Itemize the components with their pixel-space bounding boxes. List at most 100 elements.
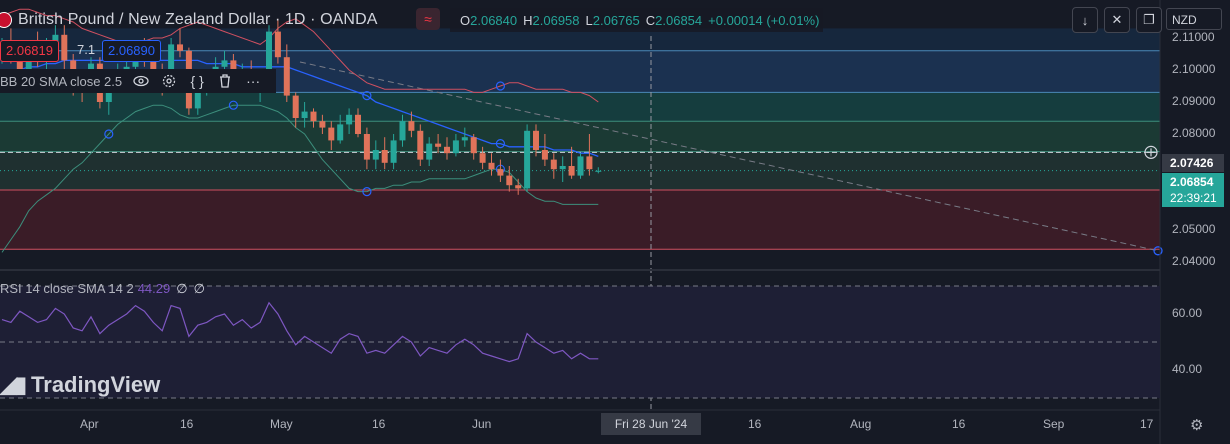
candle-body <box>515 185 522 189</box>
candle-body <box>355 114 361 134</box>
candle-body <box>524 130 531 189</box>
time-axis-label: 16 <box>180 417 194 431</box>
more-icon[interactable]: ··· <box>246 73 261 89</box>
bar-countdown: 22:39:21 <box>1170 191 1217 205</box>
bb-upper <box>1 8 599 103</box>
candle-body <box>363 134 370 160</box>
candle-body <box>150 60 157 74</box>
bb-point-marker <box>362 187 372 197</box>
rsi-na-1: ∅ <box>176 281 188 296</box>
open-value: 2.06840 <box>470 12 518 28</box>
candle-body <box>577 156 584 176</box>
candle-body <box>595 170 602 172</box>
tradingview-logo: ◢▮ TradingView <box>0 372 160 398</box>
candle-body <box>506 175 513 186</box>
candle-body <box>533 130 539 150</box>
candle-body <box>61 34 68 61</box>
candle-body <box>417 130 424 160</box>
candle-body <box>399 121 406 141</box>
candle-body <box>194 89 201 109</box>
candle-body <box>408 121 415 131</box>
currency-selector[interactable]: NZD <box>1166 8 1222 30</box>
time-axis-label: Aug <box>850 417 872 431</box>
trend-handle <box>1153 246 1163 256</box>
time-axis-label: Sep <box>1043 417 1065 431</box>
candle-body <box>221 60 228 67</box>
zone-band <box>0 121 1160 152</box>
price-axis-label: 2.04000 <box>1172 254 1216 268</box>
candle-body <box>168 44 175 86</box>
maximize-icon[interactable]: ✕ <box>1104 7 1130 33</box>
candle-body <box>105 86 112 102</box>
rsi-na-2: ∅ <box>193 281 205 296</box>
eye-icon[interactable] <box>130 71 152 91</box>
bb-point-marker <box>228 100 238 110</box>
bb-legend[interactable]: BB 20 SMA close 2.5 { } ··· <box>0 69 277 93</box>
spread-value: 7.1 <box>77 42 96 57</box>
candle-body <box>461 137 468 141</box>
candle-body <box>274 31 281 58</box>
rsi-line <box>1 301 599 363</box>
candle-body <box>310 111 317 122</box>
bb-point-marker <box>495 139 505 149</box>
signal-icon[interactable]: ≈ <box>416 8 440 30</box>
candle-body <box>568 166 575 176</box>
candle-body <box>541 150 548 160</box>
trash-icon[interactable] <box>214 71 236 91</box>
zone-band <box>0 190 1160 250</box>
candle-body <box>346 114 353 125</box>
close-value: 2.06854 <box>655 12 703 28</box>
time-axis-label: 17 <box>1140 417 1154 431</box>
candle-body <box>586 156 593 170</box>
flag-icon <box>0 12 12 28</box>
rsi-axis-label: 60.00 <box>1172 306 1203 320</box>
time-axis-label: Apr <box>80 417 99 431</box>
bb-point-marker <box>362 90 372 101</box>
time-axis-label: May <box>270 417 293 431</box>
low-value: 2.06765 <box>592 12 640 28</box>
rsi-legend[interactable]: RSI 14 close SMA 14 2 44.29 ∅ ∅ <box>0 281 205 297</box>
zone-band <box>0 28 1160 51</box>
candle-body <box>301 111 308 118</box>
candle-body <box>292 95 299 118</box>
code-icon[interactable]: { } <box>190 73 204 89</box>
add-alert-icon <box>1144 145 1158 159</box>
candle-body <box>435 143 442 147</box>
buy-button[interactable]: 2.06890 <box>102 40 161 62</box>
candle-body <box>177 44 183 51</box>
ohlc-readout: O 2.06840 H 2.06958 L 2.06765 C 2.06854 +0.0… <box>450 8 824 32</box>
candle-body <box>479 153 486 163</box>
price-axis-label: 2.09000 <box>1172 94 1216 108</box>
gear-icon[interactable]: ⚙ <box>1190 417 1204 434</box>
price-axis-label: 2.05000 <box>1172 222 1216 236</box>
candle-body <box>550 159 557 170</box>
symbol-header[interactable]: British Pound / New Zealand Dollar · 1D … <box>0 6 378 34</box>
crosshair-price-label: 2.07426 <box>1162 154 1224 172</box>
candle-body <box>390 140 397 163</box>
candle-body <box>381 150 388 163</box>
arrow-down-icon[interactable]: ↓ <box>1072 7 1098 33</box>
candle-body <box>372 150 379 160</box>
restore-icon[interactable]: ❐ <box>1136 7 1162 33</box>
candle-body <box>319 121 326 128</box>
candle-body <box>497 169 504 176</box>
candle-body <box>266 31 272 77</box>
price-axis-label: 2.10000 <box>1172 62 1216 76</box>
tv-logo-icon: ◢▮ <box>0 372 27 397</box>
bb-point-marker <box>104 129 114 139</box>
last-price: 2.06854 <box>1170 175 1214 189</box>
candle-body <box>470 137 477 154</box>
last-price-label: 2.06854 22:39:21 <box>1162 173 1224 207</box>
price-axis-label: 2.11000 <box>1172 30 1215 44</box>
candle-body <box>426 143 433 160</box>
time-axis-label: 16 <box>748 417 762 431</box>
symbol-title[interactable]: British Pound / New Zealand Dollar · 1D … <box>18 11 378 28</box>
bb-point-marker <box>495 81 505 91</box>
candle-body <box>25 54 32 74</box>
gear-icon[interactable] <box>158 71 180 91</box>
candle-body <box>16 60 23 74</box>
candle-body <box>488 162 495 170</box>
sell-button[interactable]: 2.06819 <box>0 40 59 62</box>
candle-body <box>452 140 459 154</box>
